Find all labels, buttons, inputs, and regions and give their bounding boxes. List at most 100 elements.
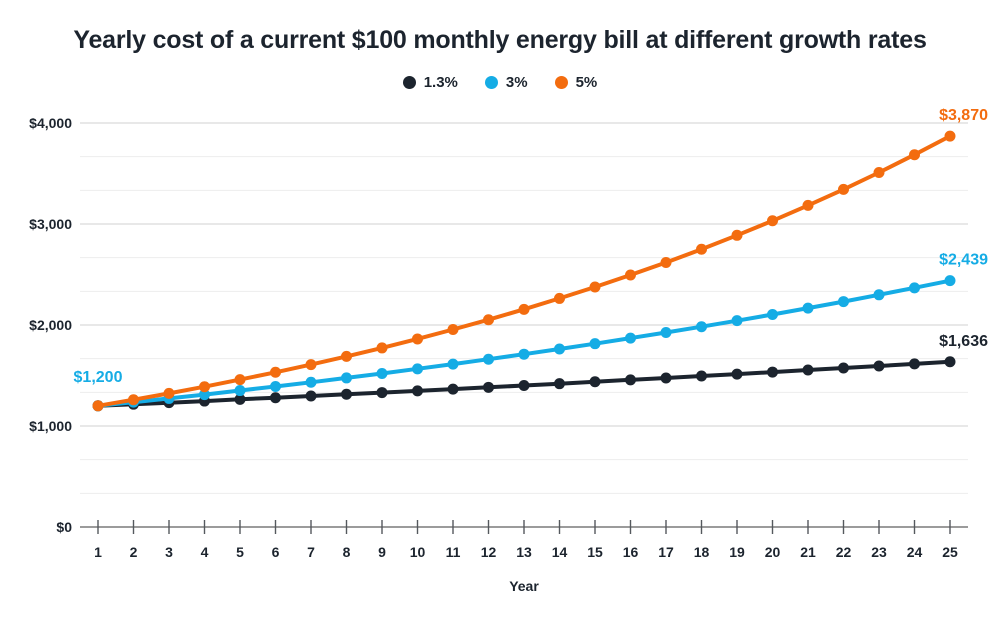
x-tick-label: 24 — [907, 544, 923, 560]
x-axis-title: Year — [509, 578, 539, 594]
data-point-1.3% — [376, 387, 388, 399]
data-point-5% — [731, 229, 743, 241]
x-tick-label: 13 — [516, 544, 532, 560]
y-tick-label: $2,000 — [29, 317, 72, 333]
x-tick-label: 4 — [201, 544, 209, 560]
annotation-$1,200: $1,200 — [74, 369, 123, 386]
data-point-1.3% — [944, 356, 956, 368]
data-point-1.3% — [305, 390, 317, 402]
data-point-1.3% — [873, 360, 885, 372]
legend-item-5%: 5% — [554, 74, 598, 91]
data-point-1.3% — [412, 385, 423, 397]
data-point-3% — [838, 296, 849, 308]
legend: 1.3% 3% 5% — [0, 74, 1000, 91]
x-tick-label: 18 — [694, 544, 710, 560]
data-point-5% — [873, 166, 885, 178]
legend-item-3%: 3% — [484, 74, 528, 91]
annotation-$2,439: $2,439 — [939, 252, 988, 269]
data-point-3% — [696, 321, 707, 333]
data-point-1.3% — [270, 392, 281, 404]
data-point-3% — [270, 381, 281, 393]
data-point-3% — [660, 326, 672, 338]
data-point-3% — [376, 367, 388, 379]
x-tick-label: 1 — [94, 544, 102, 560]
x-tick-label: 16 — [623, 544, 639, 560]
data-point-5% — [128, 394, 139, 406]
legend-item-1.3%: 1.3% — [402, 74, 458, 91]
data-point-3% — [944, 275, 956, 287]
data-point-3% — [234, 385, 246, 397]
x-tick-label: 3 — [165, 544, 173, 560]
data-point-3% — [305, 376, 317, 388]
data-point-5% — [554, 292, 565, 304]
data-point-3% — [767, 308, 778, 320]
data-point-5% — [305, 359, 317, 371]
data-point-5% — [270, 366, 281, 378]
x-tick-label: 21 — [800, 544, 816, 560]
data-point-1.3% — [234, 393, 246, 405]
x-tick-label: 11 — [446, 544, 461, 560]
data-point-3% — [483, 353, 494, 365]
data-point-1.3% — [447, 383, 459, 395]
data-point-1.3% — [554, 378, 565, 390]
data-point-3% — [909, 282, 920, 294]
data-point-5% — [412, 333, 423, 345]
data-point-5% — [199, 381, 210, 393]
annotation-$1,636: $1,636 — [939, 333, 988, 350]
x-tick-label: 25 — [942, 544, 958, 560]
data-point-1.3% — [341, 388, 352, 400]
x-tick-label: 20 — [765, 544, 781, 560]
legend-dot-icon — [554, 76, 568, 89]
data-point-3% — [447, 358, 459, 370]
x-tick-label: 22 — [836, 544, 852, 560]
data-point-1.3% — [660, 372, 672, 384]
data-point-5% — [660, 256, 672, 268]
data-point-5% — [696, 243, 707, 255]
data-point-5% — [625, 269, 636, 281]
x-tick-label: 12 — [481, 544, 497, 560]
data-point-5% — [589, 281, 601, 293]
data-point-5% — [483, 314, 494, 326]
data-point-5% — [341, 350, 352, 362]
chart-title: Yearly cost of a current $100 monthly en… — [73, 26, 927, 54]
data-point-5% — [518, 303, 530, 315]
x-tick-label: 10 — [410, 544, 426, 560]
data-point-3% — [412, 363, 423, 375]
y-tick-label: $4,000 — [29, 115, 72, 131]
data-point-1.3% — [767, 366, 778, 378]
data-point-1.3% — [909, 358, 920, 370]
data-point-3% — [802, 302, 814, 314]
data-point-1.3% — [589, 376, 601, 388]
data-point-5% — [767, 215, 778, 227]
x-tick-label: 17 — [658, 544, 674, 560]
data-point-5% — [909, 149, 920, 161]
x-tick-label: 5 — [236, 544, 244, 560]
data-point-3% — [589, 338, 601, 350]
data-point-1.3% — [625, 374, 636, 386]
series-line-5% — [96, 134, 952, 408]
data-point-3% — [873, 289, 885, 301]
x-tick-label: 7 — [307, 544, 315, 560]
data-point-1.3% — [696, 370, 707, 382]
data-point-5% — [376, 342, 388, 354]
x-tick-label: 2 — [130, 544, 138, 560]
x-tick-label: 9 — [378, 544, 386, 560]
x-tick-label: 14 — [552, 544, 568, 560]
data-point-3% — [731, 315, 743, 327]
data-point-3% — [518, 348, 530, 360]
legend-label: 5% — [575, 74, 598, 91]
data-point-1.3% — [518, 379, 530, 391]
legend-dot-icon — [402, 76, 416, 89]
data-point-5% — [944, 130, 956, 142]
x-tick-label: 23 — [871, 544, 887, 560]
data-point-1.3% — [483, 381, 494, 393]
data-point-3% — [199, 389, 210, 401]
data-point-3% — [625, 332, 636, 344]
y-tick-label: $0 — [56, 519, 72, 535]
data-point-5% — [234, 374, 246, 386]
legend-label: 3% — [505, 74, 528, 91]
data-point-5% — [802, 199, 814, 211]
data-point-1.3% — [731, 368, 743, 380]
